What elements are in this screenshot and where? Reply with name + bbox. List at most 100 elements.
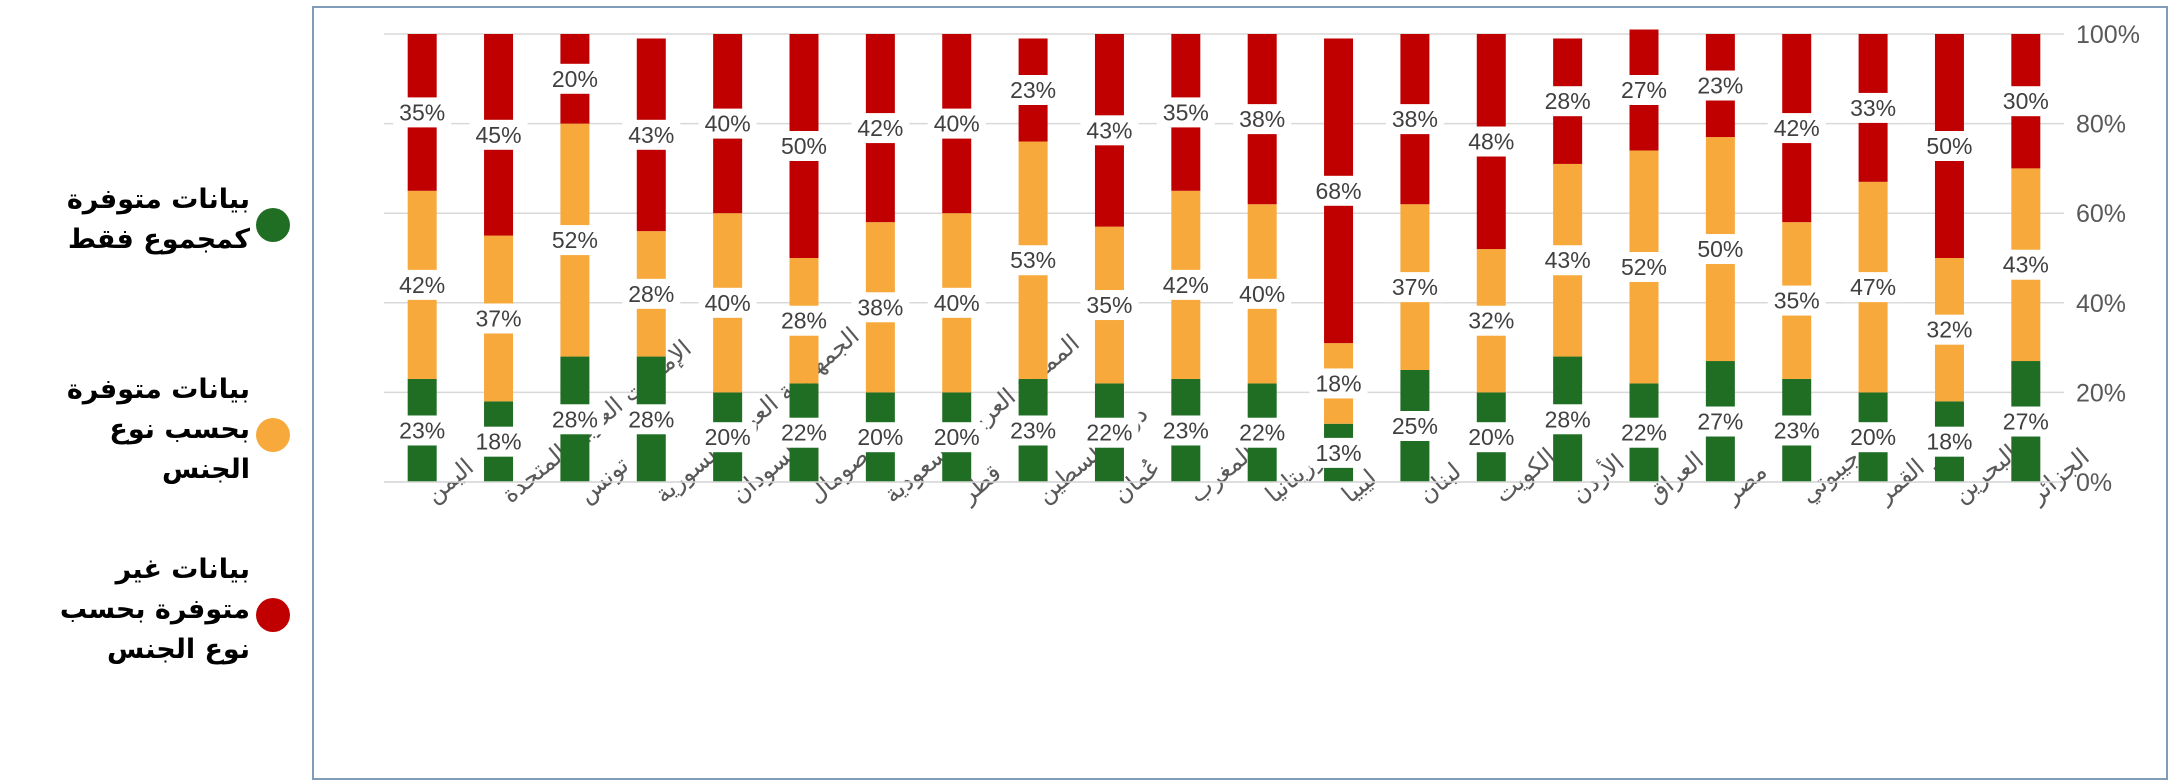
data-label-bg [1004,245,1063,276]
data-label: 28% [628,281,674,307]
data-label: 38% [857,294,903,320]
data-label: 20% [934,424,980,450]
y-tick-label: 80% [2076,111,2126,139]
data-label-bg [622,404,681,435]
data-label: 28% [628,406,674,432]
data-label-bg [1309,368,1368,399]
data-label-bg [1233,278,1292,309]
data-label-bg [1233,417,1292,448]
data-label-bg [1691,406,1750,437]
data-label: 35% [1086,292,1132,318]
data-label-bg [393,415,452,446]
data-label: 50% [1697,236,1743,262]
data-label: 27% [1697,409,1743,435]
legend-label: بيانات متوفرة كمجموع فقط [66,184,250,255]
data-label-bg [1767,285,1826,316]
data-label: 52% [1621,254,1667,280]
data-label: 28% [1545,88,1591,114]
legend-dot-red-icon [256,598,290,632]
data-label: 25% [1392,413,1438,439]
data-label: 23% [1774,417,1820,443]
data-label: 23% [1010,417,1056,443]
data-label-bg [1080,290,1139,321]
data-label: 23% [1697,73,1743,99]
data-label: 20% [705,424,751,450]
data-label-bg [698,422,757,453]
data-label-bg [1156,269,1215,300]
data-label-bg [1080,115,1139,146]
data-label: 45% [476,122,522,148]
data-label: 42% [399,272,445,298]
data-label-bg [927,287,986,318]
y-tick-label: 40% [2076,290,2126,318]
data-label-bg [1996,406,2055,437]
data-label: 35% [399,99,445,125]
data-label: 27% [1621,77,1667,103]
data-label-bg [1156,415,1215,446]
data-label-bg [1538,245,1597,276]
data-label-bg [1844,422,1903,453]
data-label: 22% [1239,420,1285,446]
data-label: 40% [934,290,980,316]
data-label: 13% [1316,440,1362,466]
data-label-bg [1920,131,1979,161]
data-label-bg [469,426,528,457]
data-label: 30% [2003,88,2049,114]
data-label: 18% [1926,429,1972,455]
data-label: 50% [781,133,827,159]
data-label-bg [1691,70,1750,101]
data-label: 35% [1774,288,1820,314]
data-label-bg [1385,411,1444,441]
data-label-bg [698,287,757,318]
data-label-bg [927,422,986,453]
data-label: 37% [1392,274,1438,300]
data-label-bg [545,63,604,94]
legend-label: بيانات متوفرة بحسب نوع الجنس [66,374,250,485]
data-label: 38% [1239,106,1285,132]
data-label-bg [1615,75,1673,105]
data-label-bg [1767,113,1826,144]
data-label: 18% [476,429,522,455]
data-label: 28% [781,308,827,334]
data-label: 52% [552,227,598,253]
data-label-bg [469,303,528,334]
data-label-bg [1004,415,1063,446]
data-label: 28% [1545,406,1591,432]
data-label-bg [1996,86,2055,117]
data-label-bg [1004,75,1063,105]
data-label: 48% [1468,129,1514,155]
data-label: 42% [857,115,903,141]
legend-label: بيانات غير متوفرة بحسب نوع الجنس [59,554,250,665]
data-label: 50% [1926,133,1972,159]
data-label: 32% [1468,308,1514,334]
data-label: 43% [628,122,674,148]
data-label-bg [622,278,681,309]
data-label-bg [1156,97,1215,128]
data-label-bg [775,305,833,336]
stacked-bar-chart: 0%20%40%60%80%100%23%42%35%اليمن18%37%45… [384,21,2140,509]
data-label-bg [1920,426,1979,457]
data-label-bg [1309,175,1368,206]
data-label: 20% [1468,424,1514,450]
data-label-bg [851,113,910,144]
data-label-bg [1615,417,1673,448]
data-label: 23% [1010,77,1056,103]
chart-frame: 0% 20% 40% 60% 80% 100% 23% 42% 35% اليمن 18% 37% 45… [312,6,2168,780]
data-label: 18% [1316,370,1362,396]
data-label: 68% [1316,178,1362,204]
data-label-bg [698,108,757,139]
data-label-bg [1309,437,1368,468]
data-label: 38% [1392,106,1438,132]
data-label: 53% [1010,247,1056,273]
data-label-bg [775,417,833,448]
y-tick-label: 100% [2076,21,2140,49]
y-tick-label: 20% [2076,379,2126,407]
data-label: 20% [552,66,598,92]
data-label: 20% [857,424,903,450]
data-label: 40% [705,290,751,316]
data-label: 23% [399,417,445,443]
data-label-bg [927,108,986,139]
data-label-bg [1462,126,1521,157]
data-label-bg [851,292,910,323]
y-tick-label: 0% [2076,469,2112,497]
